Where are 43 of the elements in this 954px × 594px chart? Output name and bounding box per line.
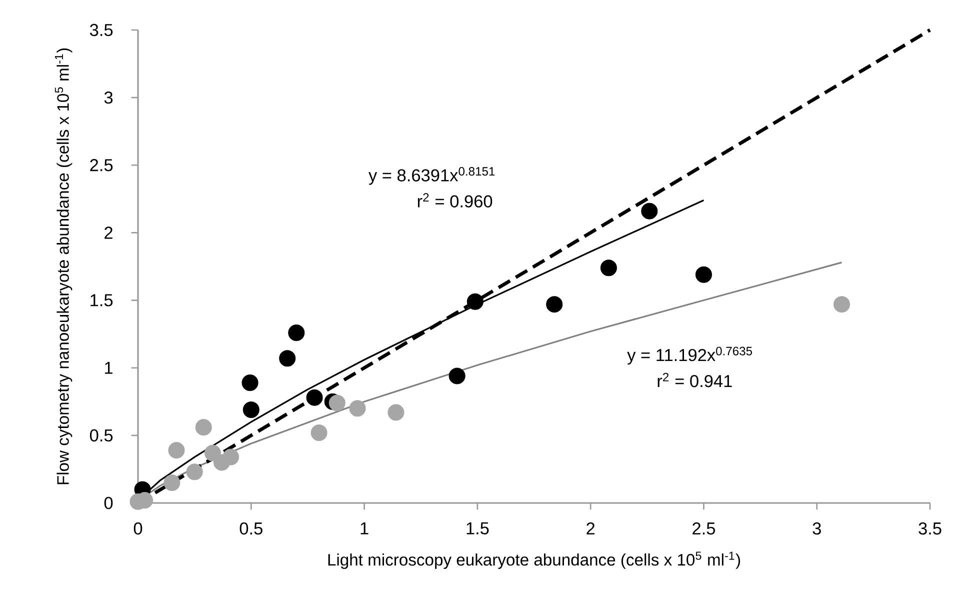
y-tick-label: 1.5	[90, 294, 113, 306]
y-tick-label: 1	[105, 362, 112, 374]
x-tick-label: 2.5	[692, 522, 715, 535]
point	[168, 442, 185, 459]
point	[279, 350, 296, 367]
y-axis-title: Flow cytometry nanoeukaryote abundance (cells x 10$^{5}$ ml$^{-1}$)	[54, 48, 72, 484]
point	[546, 296, 563, 313]
x-tick-label: 3.5	[918, 522, 942, 535]
point	[164, 474, 180, 491]
point	[833, 296, 850, 313]
y-tick-label: 3	[104, 91, 113, 104]
point	[242, 401, 260, 418]
y-tick-label: 0	[104, 496, 113, 510]
y-tick-label: 0.5	[90, 429, 113, 442]
point	[466, 293, 484, 310]
point	[328, 394, 346, 412]
x-axis-title: Light microscopy eukaryote abundance (cells x 10$^{5}$ ml$^{-1}$)	[328, 552, 740, 569]
point	[641, 202, 658, 220]
annotation: y = 11.192x$^{0.7635}$	[627, 346, 752, 365]
point	[195, 419, 212, 436]
point	[288, 324, 305, 341]
y-tick-label: 3.5	[90, 24, 113, 36]
point	[222, 448, 240, 466]
point	[448, 368, 466, 384]
point	[695, 266, 712, 283]
y-tick-label: 2	[104, 226, 112, 239]
point	[388, 404, 404, 421]
x-tick-label: 3	[812, 522, 821, 535]
annotation: y = 8.6391x$^{0.8151}$	[368, 167, 495, 185]
point	[242, 374, 258, 391]
point	[600, 260, 617, 276]
x-tick-label: 0.5	[240, 522, 262, 535]
x-tick-label: 2	[586, 522, 595, 534]
point	[306, 389, 323, 406]
point	[186, 464, 203, 480]
annotation: r$^{2}$ = 0.960	[418, 193, 492, 208]
x-tick-label: 1	[360, 522, 368, 534]
x-tick-label: 1.5	[466, 522, 489, 534]
point	[349, 400, 366, 417]
annotation: r$^{2}$ = 0.941	[658, 372, 732, 388]
y-tick-label: 2.5	[90, 159, 113, 172]
point	[310, 424, 328, 441]
x-tick-label: 0	[134, 522, 142, 535]
